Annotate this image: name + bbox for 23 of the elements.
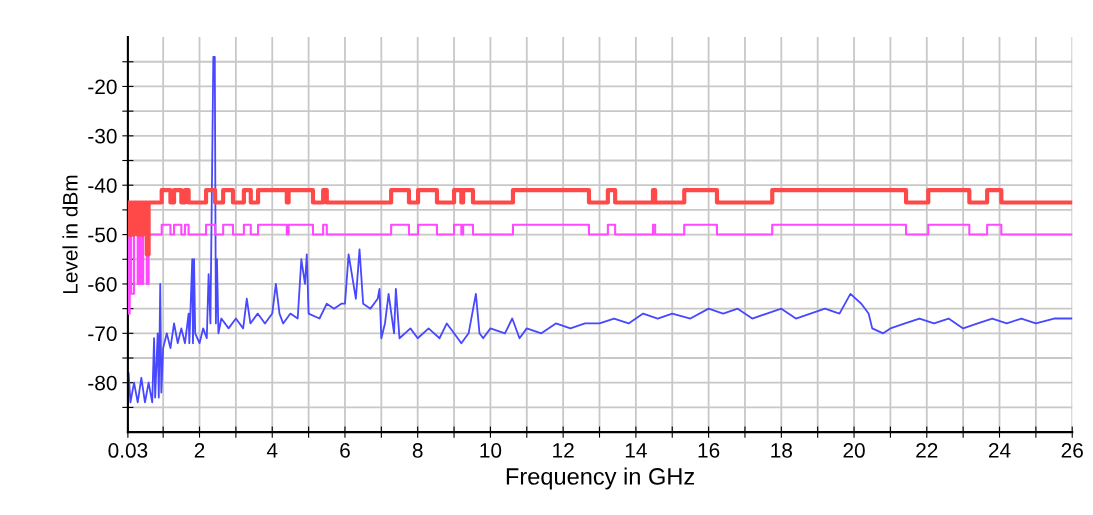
y-tick-label: -70 [88,326,117,342]
x-tick-label: 8 [412,443,423,458]
y-tick-label: -40 [88,178,117,193]
x-tick-label: 22 [916,443,938,458]
x-tick-label: 4 [266,443,278,458]
y-tick-label: -60 [88,276,117,292]
x-tick-label: 6 [340,443,350,458]
y-tick-label: -30 [88,128,117,144]
x-tick-label: 10 [480,443,502,458]
y-tick-label: -80 [88,375,117,391]
x-tick-label: 16 [698,443,720,458]
x-axis-title: Frequency in GHz [506,467,695,490]
x-tick-label: 26 [1061,443,1083,458]
y-tick-label: -50 [88,227,117,243]
x-tick-label: 2 [194,443,205,458]
x-tick-label: 14 [625,443,647,458]
x-tick-label: 0.03 [108,443,148,458]
x-tick-label: 18 [771,443,793,458]
x-tick-label: 12 [553,443,574,458]
x-tick-label: 20 [843,443,865,458]
y-tick-label: -20 [88,79,117,95]
y-axis-title: Level in dBm [62,175,78,294]
x-tick-label: 24 [988,443,1011,458]
